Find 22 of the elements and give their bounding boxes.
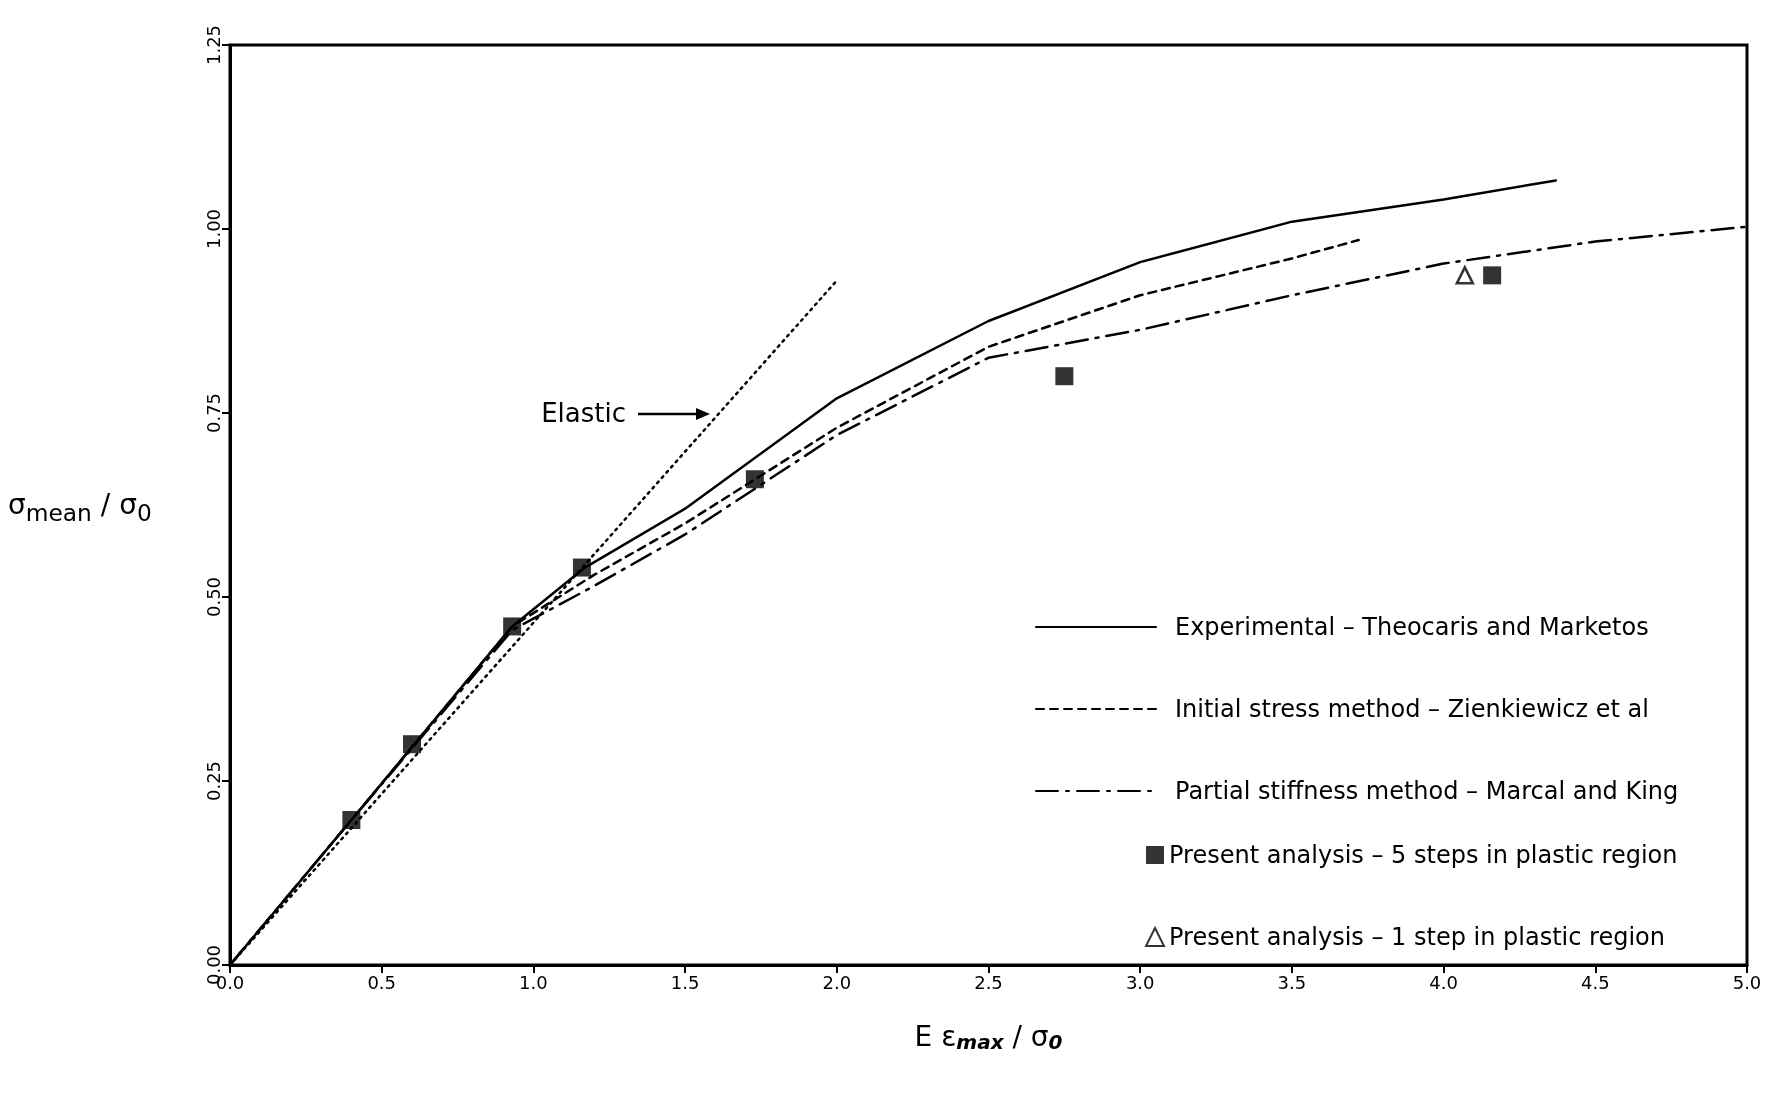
y-tick-label: 0.25	[202, 760, 224, 802]
y-tick-label: 0.75	[202, 392, 224, 434]
y-tick-label: 1.25	[202, 24, 224, 66]
x-tick-label: 1.5	[670, 971, 700, 993]
x-tick-label: 3.0	[1125, 971, 1155, 993]
x-tick-label: 3.5	[1277, 971, 1307, 993]
legend-label: Present analysis – 1 step in plastic region	[1169, 923, 1665, 951]
legend-label: Partial stiffness method – Marcal and King	[1175, 777, 1679, 805]
y-axis-title: σ$_{mean}$ / σ$_{0}$	[8, 488, 152, 527]
x-tick-label: 0.5	[367, 971, 397, 993]
x-tick-label: 4.5	[1580, 971, 1610, 993]
x-tick-label: 2.0	[822, 971, 852, 993]
legend-label: Present analysis – 5 steps in plastic region	[1169, 841, 1678, 869]
y-tick-label: 0.50	[202, 576, 224, 618]
x-tick-label: 4.0	[1429, 971, 1458, 993]
x-tick-label: 1.0	[519, 971, 548, 993]
x-tick-label: 5.0	[1732, 971, 1762, 993]
y-tick-label: 1.00	[202, 208, 224, 250]
annotation: Elastic	[541, 398, 626, 428]
legend-label: Initial stress method – Zienkiewicz et al	[1175, 695, 1649, 723]
legend-label: Experimental – Theocaris and Marketos	[1175, 613, 1649, 641]
x-tick-label: 2.5	[974, 971, 1003, 993]
